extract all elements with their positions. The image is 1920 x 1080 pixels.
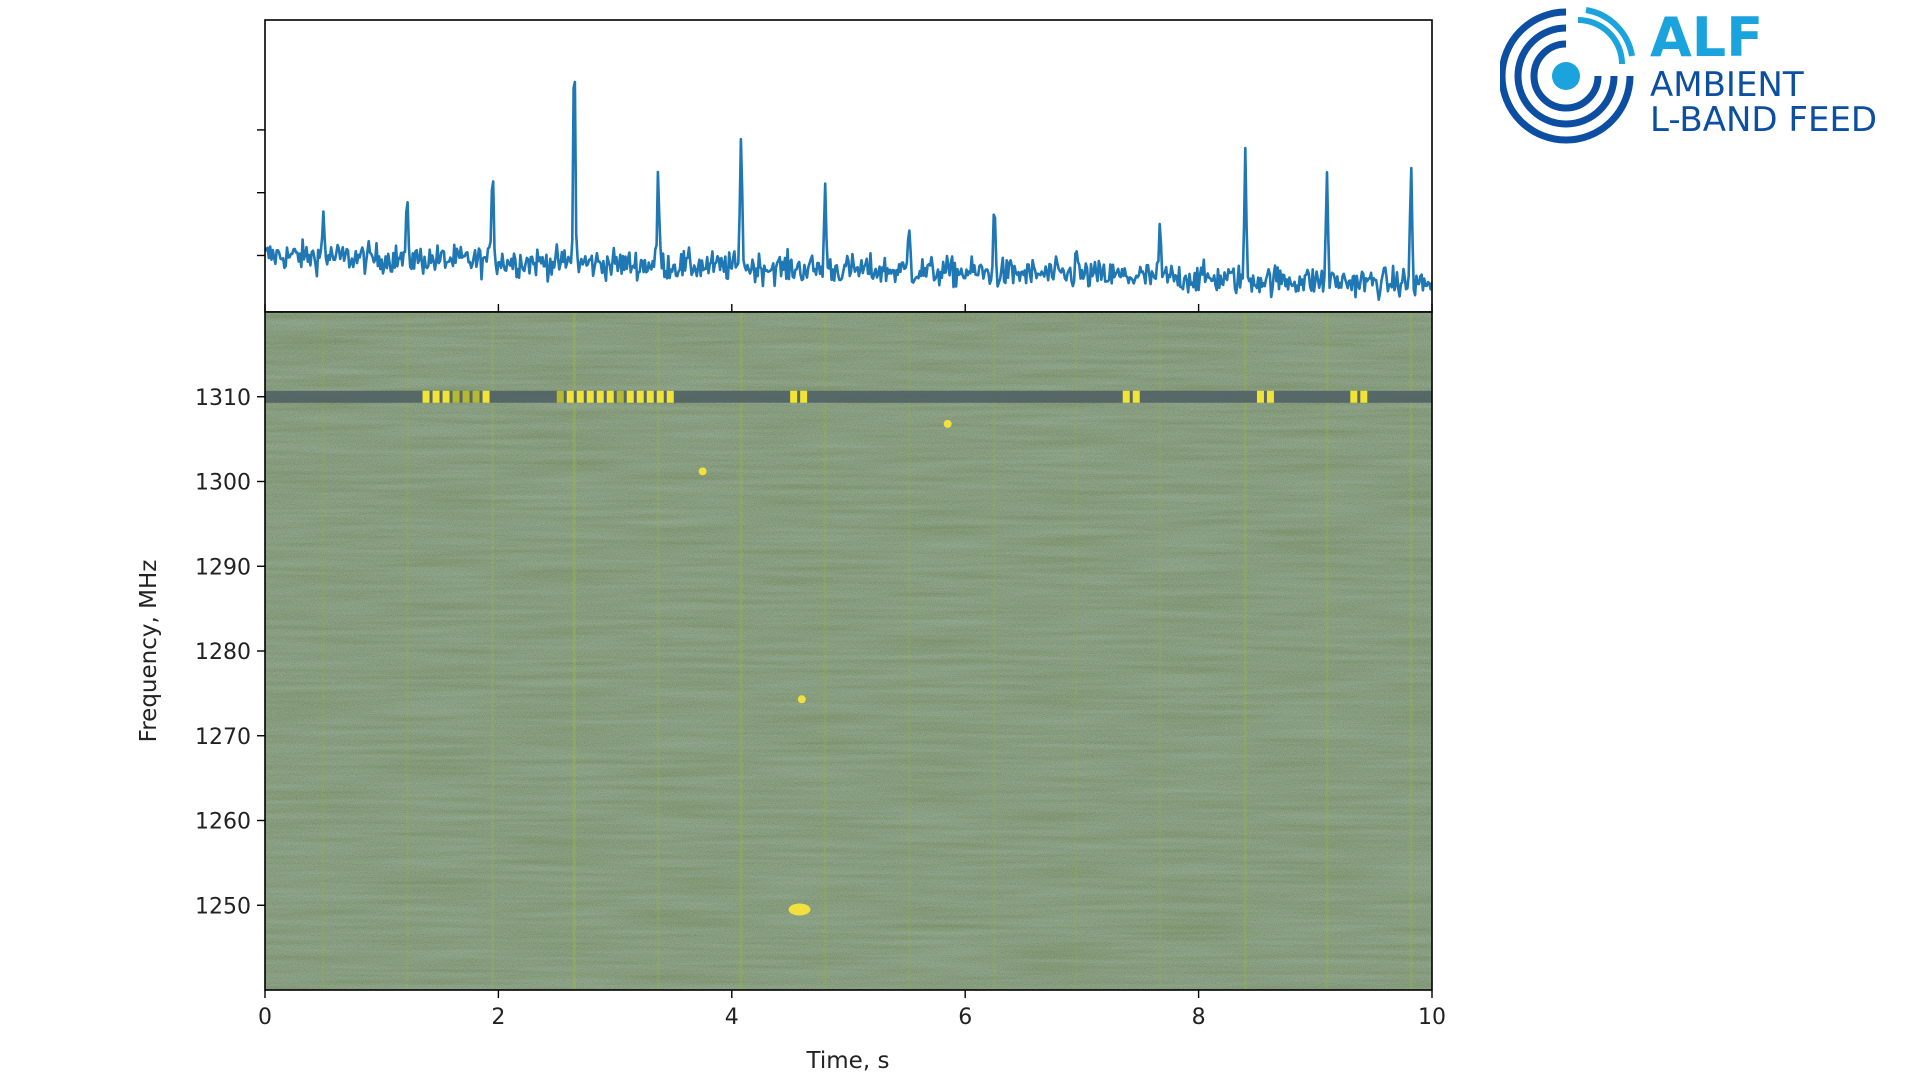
rfi-bright-cell (482, 390, 490, 403)
rfi-bright-cell (576, 390, 584, 403)
pulse-streak (739, 312, 743, 990)
logo-mark-icon (1500, 7, 1635, 144)
rfi-bright-cell (452, 390, 460, 403)
rfi-bright-cell (422, 390, 430, 403)
rfi-band (265, 390, 1432, 403)
logo-line-2: L-BAND FEED (1650, 100, 1877, 140)
rfi-bright-cell (1350, 390, 1358, 403)
rfi-bright-cell (462, 390, 470, 403)
y-tick-label: 1280 (195, 640, 251, 665)
rfi-bright-cell (1132, 390, 1140, 403)
y-axis-ticks: 1250 1260 1270 1280 1290 1300 1310 (195, 386, 265, 919)
y-tick-label: 1250 (195, 894, 251, 919)
pulse-streak (1243, 312, 1247, 990)
pulse-streak (572, 312, 576, 990)
alf-logo: ALF AMBIENT L-BAND FEED (1500, 6, 1877, 144)
y-tick-label: 1300 (195, 471, 251, 496)
pulse-streak (992, 312, 996, 990)
rfi-bright-cell (626, 390, 634, 403)
pulse-vertical-streaks (321, 312, 1413, 990)
y-tick-label: 1290 (195, 555, 251, 580)
pulse-streak (1158, 312, 1162, 990)
rfi-bright-cell (586, 390, 594, 403)
pulse-streak (1074, 312, 1078, 990)
pulse-streak (491, 312, 495, 990)
pulse-streak (907, 312, 911, 990)
rfi-bright-cell (1256, 390, 1264, 403)
x-axis-ticks: 0 2 4 6 8 10 (258, 304, 1446, 1030)
y-axis-label: Frequency, MHz (136, 560, 162, 743)
rfi-bright-cell (800, 390, 808, 403)
bright-spot (788, 903, 811, 916)
rfi-bright-cell (1360, 390, 1368, 403)
rfi-bright-cell (646, 390, 654, 403)
pulse-streak (1325, 312, 1329, 990)
bright-spot (797, 695, 806, 704)
x-axis-label: Time, s (806, 1048, 890, 1074)
rfi-bright-cell (656, 390, 664, 403)
rfi-bright-cell (616, 390, 624, 403)
x-tick-label: 2 (491, 1005, 505, 1030)
profile-y-ticks (257, 129, 265, 257)
pulse-streak (656, 312, 660, 990)
pulse-profile-line (265, 80, 1432, 302)
pulse-streak (405, 312, 409, 990)
y-tick-label: 1310 (195, 386, 251, 411)
rfi-bright-cell (566, 390, 574, 403)
rfi-bright-cell (636, 390, 644, 403)
bright-spot (698, 467, 707, 476)
y-tick-label: 1260 (195, 810, 251, 835)
x-tick-label: 10 (1418, 1005, 1446, 1030)
rfi-bright-cell (472, 390, 480, 403)
rfi-bright-cell (606, 390, 614, 403)
rfi-bright-cell (442, 390, 450, 403)
bright-spot (943, 419, 952, 428)
pulse-streak (823, 312, 827, 990)
rfi-bright-cell (1122, 390, 1130, 403)
spectrum-noise-bands (265, 312, 1432, 990)
logo-title: ALF (1650, 6, 1763, 69)
x-tick-label: 0 (258, 1005, 272, 1030)
y-tick-label: 1270 (195, 725, 251, 750)
rfi-bright-cell (1266, 390, 1274, 403)
pulse-streak (321, 312, 325, 990)
rfi-bright-cell (596, 390, 604, 403)
rfi-bright-cell (666, 390, 674, 403)
rfi-bright-cell (790, 390, 798, 403)
x-tick-label: 8 (1192, 1005, 1206, 1030)
bright-spots (698, 419, 952, 916)
rfi-bright-cell (556, 390, 564, 403)
x-tick-label: 4 (725, 1005, 739, 1030)
dynamic-spectrum-panel: 0 2 4 6 8 10 1250 1260 1270 1280 1290 1300 1310 Tim… (136, 304, 1446, 1074)
pulse-profile-panel (257, 19, 1433, 313)
x-tick-label: 6 (958, 1005, 972, 1030)
logo-line-1: AMBIENT (1650, 65, 1804, 105)
pulse-streak (1409, 312, 1413, 990)
rfi-bright-cell (432, 390, 440, 403)
